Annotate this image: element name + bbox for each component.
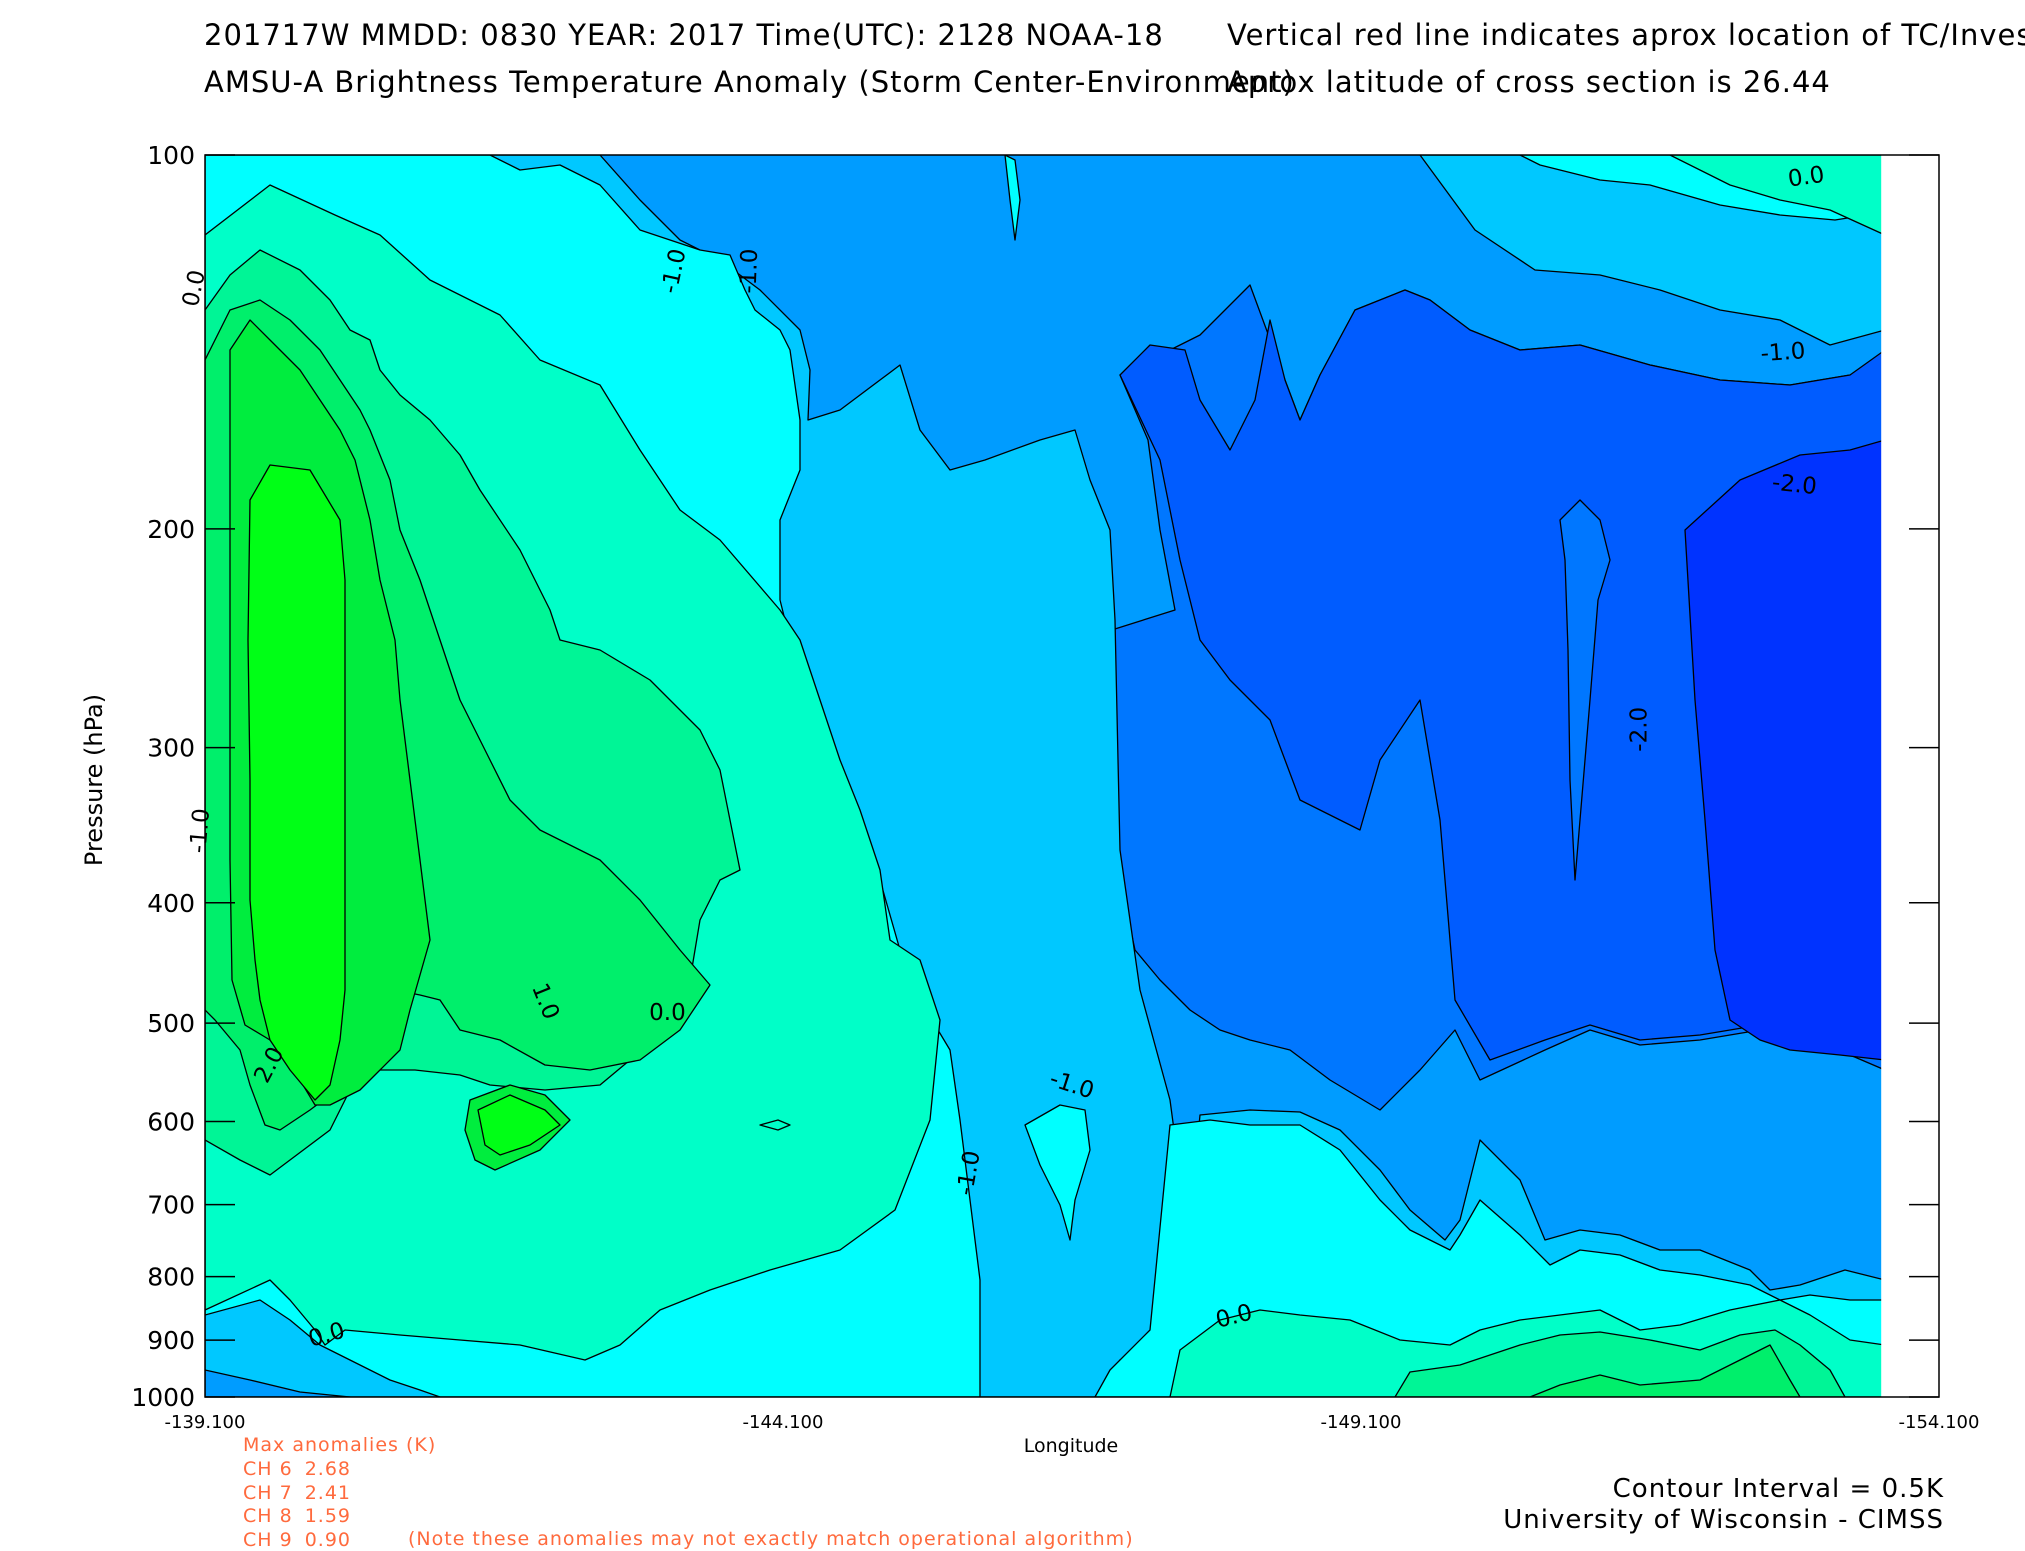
x-tick-label: -139.100 [165,1412,246,1433]
y-tick-label: 900 [147,1326,195,1355]
y-tick-label: 300 [147,734,195,763]
max-anomalies-title: Max anomalies (K) [243,1434,437,1456]
y-tick-label: 500 [147,1009,195,1038]
contour-fill-group [205,155,1885,1397]
header-subtitle: AMSU-A Brightness Temperature Anomaly (S… [204,65,1295,99]
header-tc-note: Vertical red line indicates aprox locati… [1227,18,2025,52]
contour-label: 0.0 [1786,162,1826,193]
anomaly-value: 2.41 [304,1481,351,1504]
anomaly-channel: CH 9 [243,1528,293,1551]
anomaly-channel: CH 8 [243,1505,293,1527]
contour-interval: Contour Interval = 0.5K [1612,1474,1944,1504]
y-tick-label: 700 [147,1191,195,1220]
header-title: 201717W MMDD: 0830 YEAR: 2017 Time(UTC):… [204,18,1164,52]
no-data-strip [1881,155,1939,1397]
y-tick-label: 600 [147,1107,195,1136]
contour-label: -2.0 [1626,707,1652,752]
x-axis-label: Longitude [1024,1435,1119,1457]
contour-label-text: -1.0 [185,807,215,854]
anomaly-row: CH 8 1.59 [243,1505,351,1527]
contour-label-text: -1.0 [736,248,764,294]
contour-label-group: 0.0 -1.0 -1.00.0-1.0-2.0-2.0-1.01.0 0.02.0-… [178,162,1826,1353]
contour-label-text: 0.0 [649,1000,686,1026]
y-tick-label: 800 [147,1263,195,1292]
y-tick-label: 200 [147,515,195,544]
x-axis: -139.100 -144.100 -149.100 -154.100 [165,1412,1980,1433]
anomalies-note: (Note these anomalies may not exactly ma… [408,1528,1134,1550]
anomaly-value: 2.68 [304,1458,351,1480]
y-tick-label: 400 [147,889,195,918]
anomaly-channel: CH 6 [243,1458,293,1480]
contour-label-text: -2.0 [1626,707,1652,752]
plot-frame [204,154,1940,1398]
contour-label: -1.0 [736,248,764,294]
x-tick-label: -149.100 [1321,1412,1402,1433]
anomaly-row: CH 7 2.41 [243,1482,351,1504]
anomaly-value: 0.90 [304,1528,351,1551]
contour-label-text: 0.0 [1786,162,1826,193]
credit-line: University of Wisconsin - CIMSS [1503,1505,1944,1535]
contour-label: 0.0 [649,1000,686,1026]
anomaly-row: CH 9 0.90 [243,1529,351,1551]
y-axis: 100 200 300 400 500 600 700 800 900 1000 [131,141,1939,1412]
y-tick-label: 1000 [131,1383,195,1412]
anomaly-channel: CH 7 [243,1481,293,1504]
contour-label-text: -1.0 [1760,338,1807,367]
x-tick-label: -154.100 [1899,1412,1980,1433]
x-tick-label: -144.100 [743,1412,824,1433]
contour-label-text: -2.0 [1771,470,1818,501]
y-tick-label: 100 [147,141,195,170]
contour-label: -1.0 [185,807,215,854]
anomaly-row: CH 6 2.68 [243,1458,351,1480]
contour-label: -1.0 [1760,338,1807,367]
contour-label: -2.0 [1771,470,1818,501]
anomaly-value: 1.59 [304,1505,351,1527]
y-axis-label: Pressure (hPa) [80,694,108,866]
header-latitude: Aprox latitude of cross section is 26.44 [1227,65,1831,99]
